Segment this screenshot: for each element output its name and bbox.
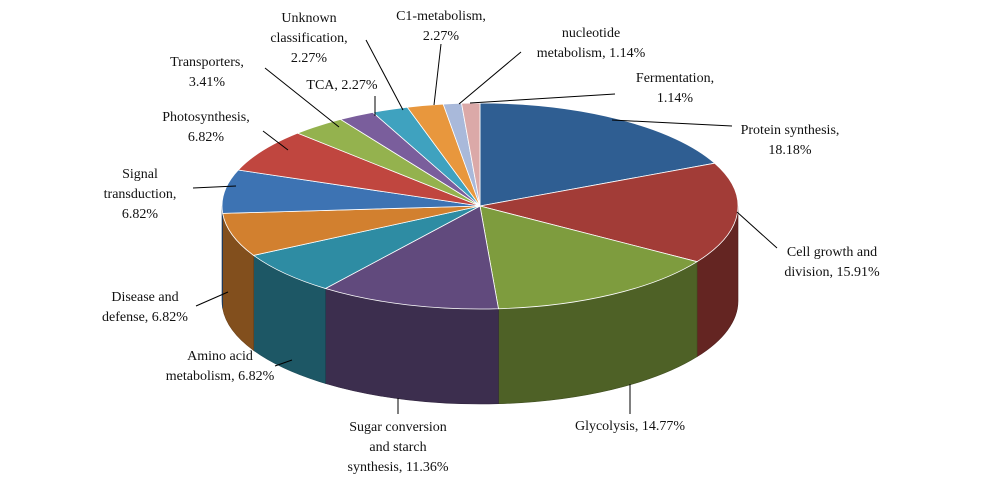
leader-lines (192, 39, 778, 414)
slice-label-2: Glycolysis, 14.77% (575, 419, 685, 434)
slice-label-line: division, 15.91% (784, 265, 880, 280)
slice-label-line: C1-metabolism, (396, 9, 486, 24)
leader-line-7 (262, 130, 289, 151)
pie-slice-side-6 (221, 205, 223, 309)
slice-label-1: Cell growth and division, 15.91% (784, 245, 880, 280)
slice-label-line: 2.27% (291, 51, 328, 66)
slice-label-line: Protein synthesis, (741, 123, 840, 138)
slice-label-line: 2.27% (423, 29, 460, 44)
pie-slice-4 (252, 205, 481, 289)
leader-line-13 (469, 93, 616, 104)
slice-label-line: transduction, (104, 187, 177, 202)
slice-label-line: and starch (369, 440, 426, 455)
slice-label-4: Amino acid metabolism, 6.82% (166, 349, 275, 384)
pie-slice-3 (324, 205, 499, 310)
slice-label-8: Transporters, 3.41% (170, 55, 244, 90)
slice-label-9: TCA, 2.27% (306, 78, 378, 93)
pie-slice-2 (479, 205, 699, 310)
slice-label-line: classification, (270, 31, 347, 46)
slice-label-13: Fermentation, 1.14% (636, 71, 714, 106)
slice-label-line: Amino acid (187, 349, 253, 364)
leader-line-12 (458, 51, 522, 105)
slice-label-line: metabolism, 6.82% (166, 369, 275, 384)
leader-line-6 (192, 185, 237, 189)
slice-label-line: 6.82% (188, 130, 225, 145)
leader-line-5 (195, 291, 229, 307)
pie-tops (221, 102, 739, 310)
leader-line-10 (365, 39, 404, 111)
slice-label-line: Photosynthesis, (162, 110, 250, 125)
leader-line-11 (433, 43, 442, 106)
slice-label-line: Signal (122, 167, 158, 182)
slice-label-line: Glycolysis, 14.77% (575, 419, 685, 434)
pie-slice-0 (479, 102, 716, 207)
pie-slice-7 (237, 132, 481, 207)
leader-line-0 (611, 119, 733, 127)
slice-label-7: Photosynthesis, 6.82% (162, 110, 250, 145)
pie-slice-5 (222, 205, 481, 256)
slice-label-line: Cell growth and (787, 245, 877, 260)
slice-label-6: Signal transduction, 6.82% (104, 167, 177, 222)
slice-label-10: Unknown classification, 2.27% (270, 11, 347, 66)
pie-slice-6 (221, 169, 481, 214)
leader-line-4 (274, 359, 293, 367)
slice-label-line: Unknown (281, 11, 336, 26)
pie-sides (221, 205, 739, 405)
slice-label-line: 1.14% (657, 91, 694, 106)
slice-label-line: Sugar conversion (349, 420, 447, 435)
slice-label-line: TCA, 2.27% (306, 78, 378, 93)
slice-label-line: 3.41% (189, 75, 226, 90)
slice-label-line: defense, 6.82% (102, 310, 188, 325)
slice-label-line: metabolism, 1.14% (537, 46, 646, 61)
slice-label-line: Disease and (111, 290, 178, 305)
slice-label-12: nucleotide metabolism, 1.14% (537, 26, 646, 61)
slice-label-3: Sugar conversion and starch synthesis, 11.… (348, 420, 449, 475)
leader-line-1 (736, 211, 778, 249)
slice-label-line: 18.18% (768, 143, 812, 158)
slice-label-line: synthesis, 11.36% (348, 460, 449, 475)
slice-label-line: nucleotide (562, 26, 620, 41)
slice-label-line: Fermentation, (636, 71, 714, 86)
slice-label-0: Protein synthesis, 18.18% (741, 123, 840, 158)
leader-line-8 (264, 67, 340, 128)
slice-label-line: 6.82% (122, 207, 159, 222)
slice-label-5: Disease and defense, 6.82% (102, 290, 188, 325)
pie-slice-1 (479, 162, 739, 263)
slice-label-line: Transporters, (170, 55, 244, 70)
slice-labels: Protein synthesis, 18.18% Cell growth and d… (102, 9, 880, 475)
slice-label-11: C1-metabolism, 2.27% (396, 9, 486, 44)
